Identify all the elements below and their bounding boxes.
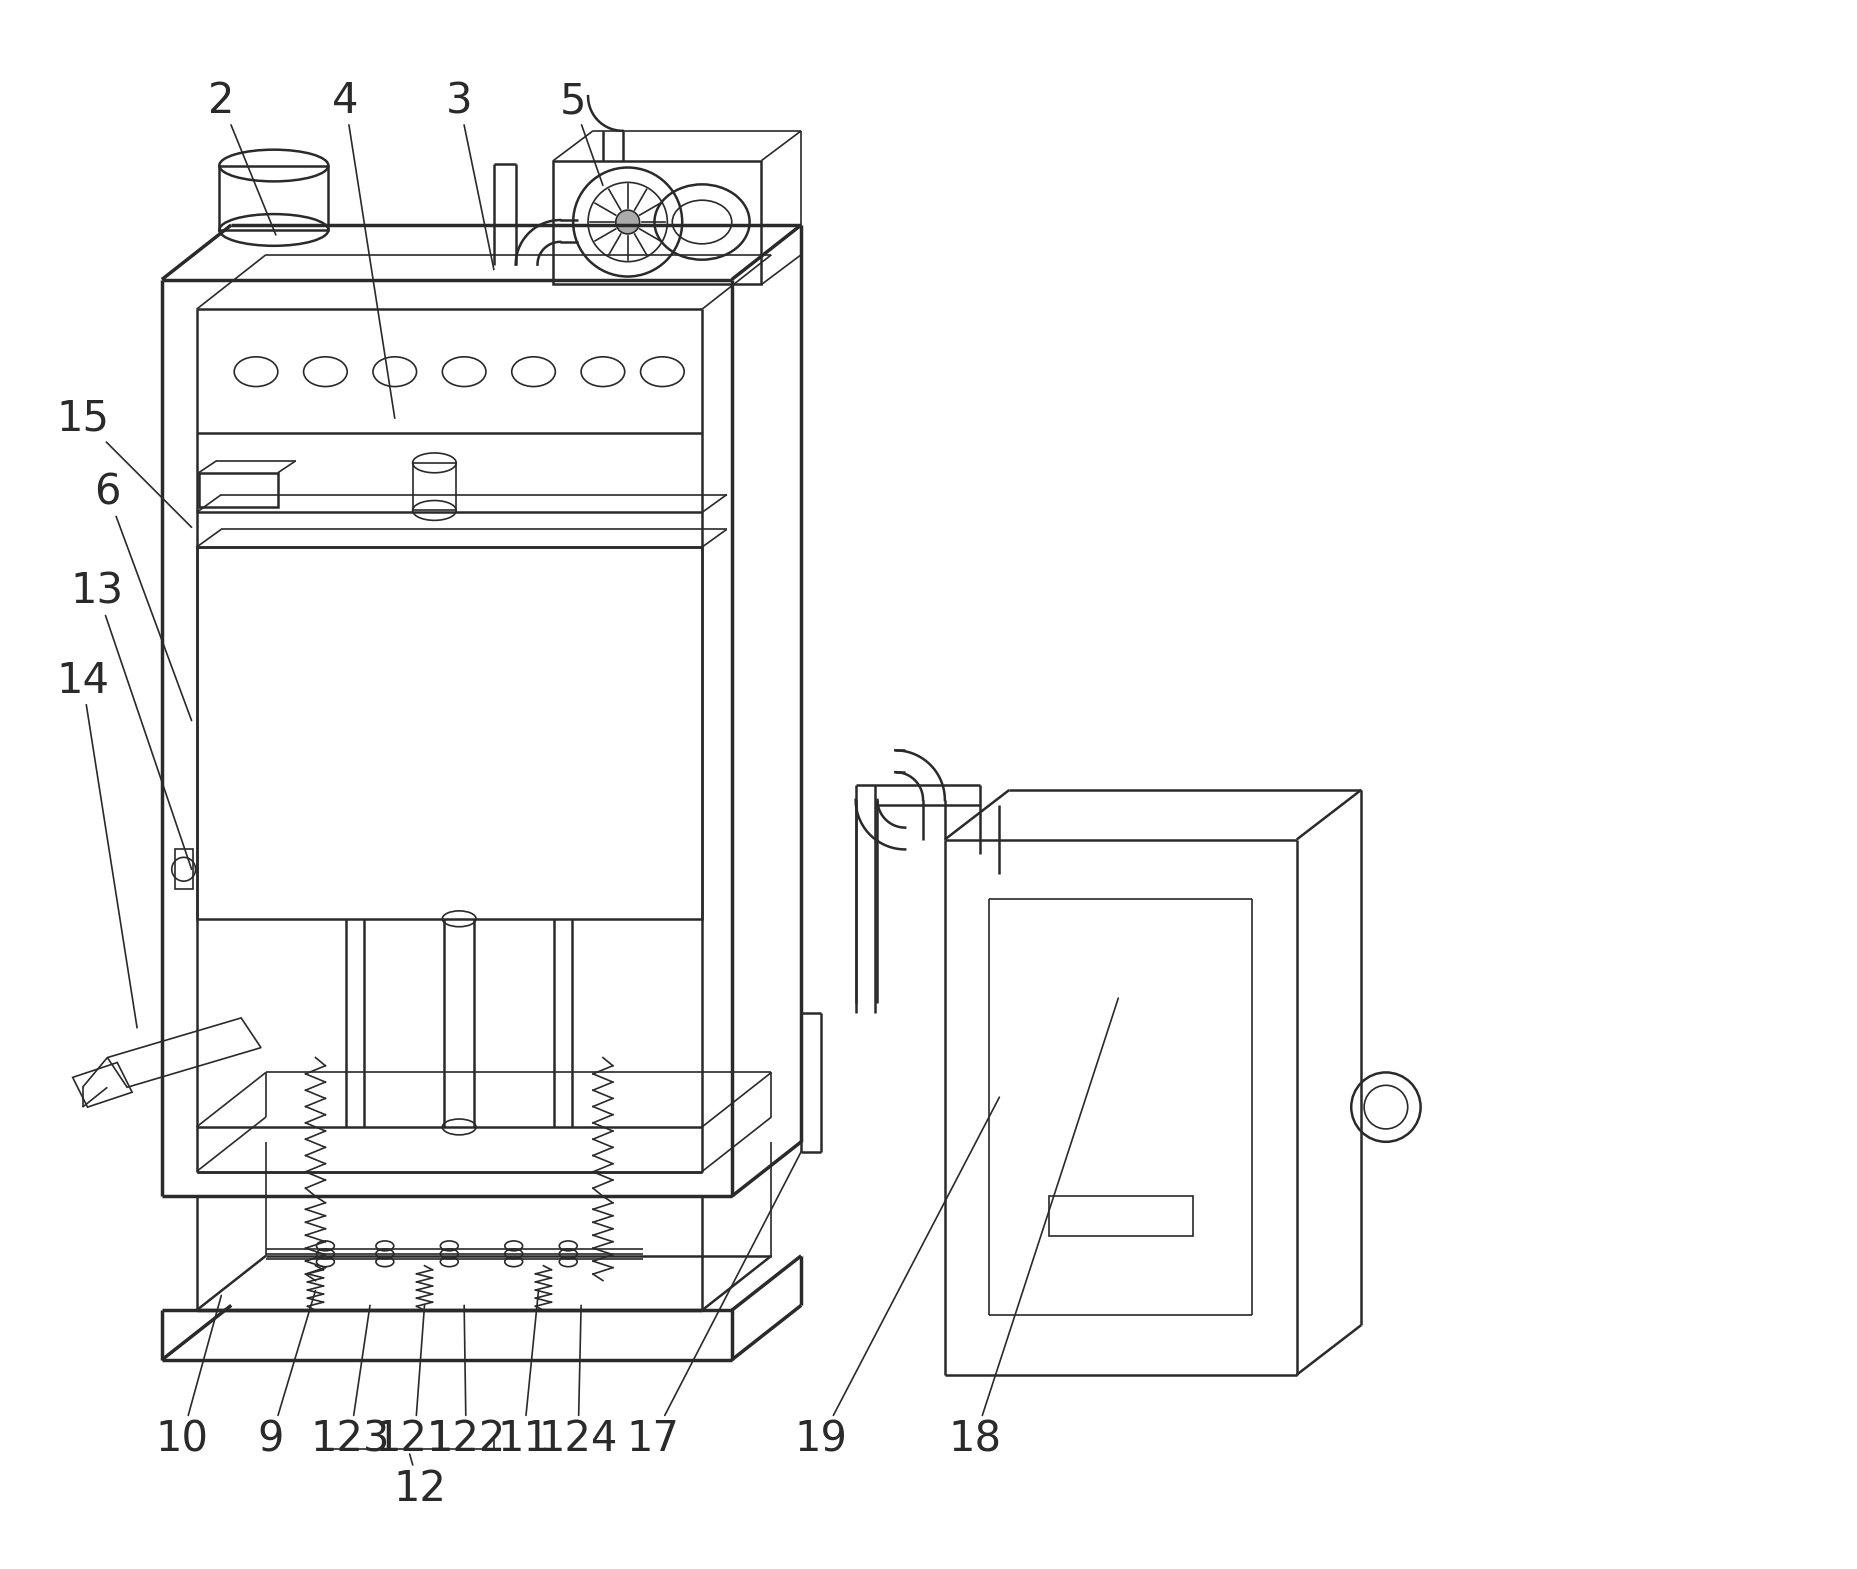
Bar bbox=[553, 160, 761, 284]
Text: 18: 18 bbox=[947, 998, 1118, 1461]
Text: 13: 13 bbox=[71, 571, 191, 869]
Text: 15: 15 bbox=[56, 397, 191, 527]
Text: 123: 123 bbox=[310, 1305, 390, 1461]
Text: 11: 11 bbox=[498, 1290, 550, 1461]
Text: 124: 124 bbox=[539, 1305, 618, 1461]
Text: 6: 6 bbox=[95, 472, 191, 720]
Bar bbox=[1049, 1196, 1192, 1236]
Ellipse shape bbox=[615, 210, 639, 234]
Text: 2: 2 bbox=[208, 80, 275, 235]
Bar bbox=[197, 548, 702, 919]
Bar bbox=[199, 472, 279, 507]
Bar bbox=[219, 165, 329, 231]
Text: 19: 19 bbox=[795, 1097, 999, 1461]
Text: 10: 10 bbox=[156, 1296, 221, 1461]
Text: 122: 122 bbox=[427, 1305, 505, 1461]
Text: 12: 12 bbox=[394, 1454, 446, 1509]
Text: 4: 4 bbox=[332, 80, 394, 419]
Text: 121: 121 bbox=[375, 1305, 455, 1461]
Bar bbox=[175, 849, 193, 890]
Text: 3: 3 bbox=[446, 80, 494, 270]
Text: 5: 5 bbox=[559, 80, 602, 185]
Bar bbox=[412, 463, 457, 510]
Text: 17: 17 bbox=[626, 1152, 800, 1461]
Text: 14: 14 bbox=[56, 661, 137, 1028]
Text: 9: 9 bbox=[258, 1290, 316, 1461]
